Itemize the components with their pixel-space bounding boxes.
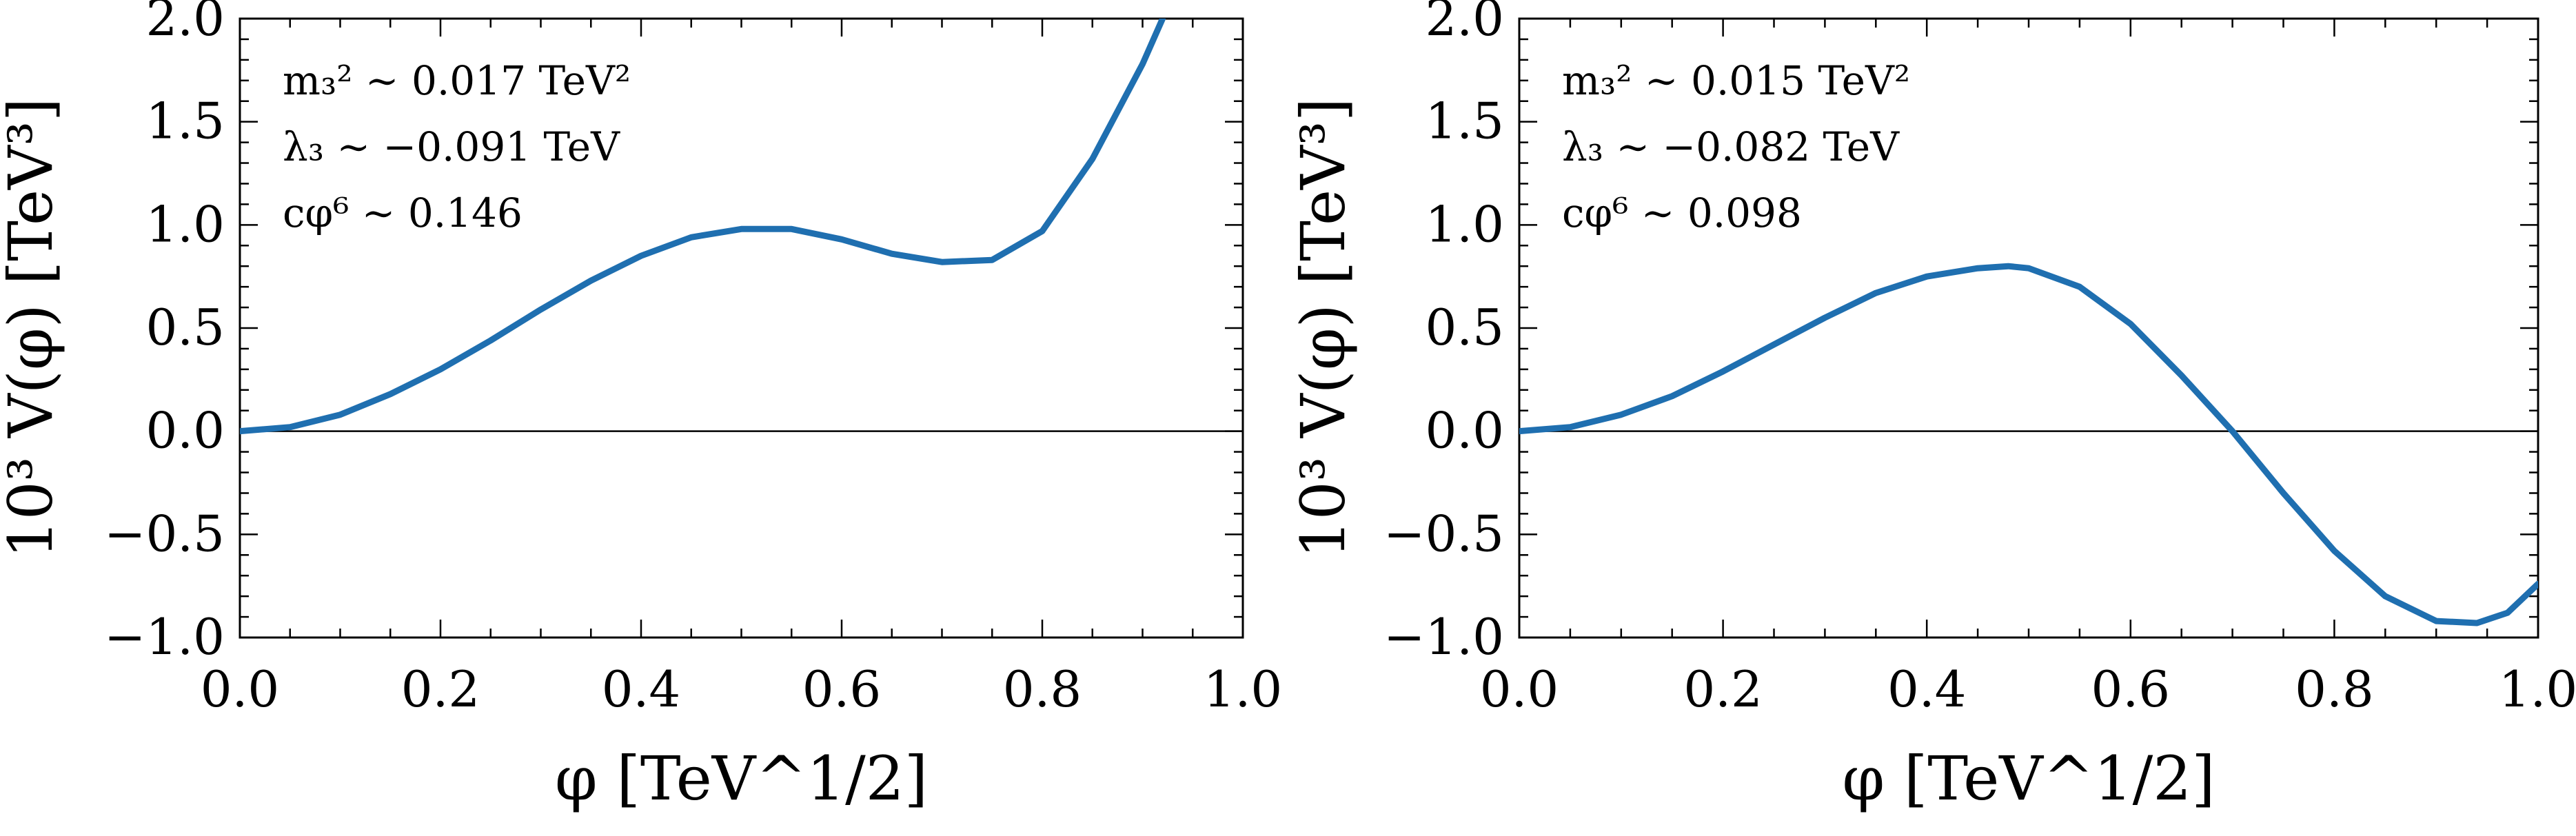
x-tick-label: 1.0 [2499, 660, 2576, 718]
x-tick-label: 0.2 [401, 660, 480, 718]
x-tick-label: 0.4 [1887, 660, 1967, 718]
y-tick-label: −0.5 [104, 504, 225, 562]
y-tick-label: 0.5 [145, 298, 225, 356]
y-tick-label: 1.5 [1425, 92, 1504, 150]
x-axis-title: φ [TeV^1/2] [1842, 743, 2215, 814]
y-tick-label: 1.0 [1425, 195, 1504, 253]
parameter-annotation: m₃² ∼ 0.017 TeV² [283, 57, 631, 104]
plot-frame [1518, 17, 2539, 639]
y-tick-label: −0.5 [1383, 504, 1504, 562]
parameter-annotation: cφ⁶ ∼ 0.098 [1562, 190, 1802, 236]
y-tick-label: −1.0 [104, 608, 225, 666]
x-tick-label: 0.6 [802, 660, 882, 718]
parameter-annotation: m₃² ∼ 0.015 TeV² [1562, 57, 1910, 104]
chart-panel-2: 0.0 0.2 0.4 0.6 0.8 1.0 −1.0 −0.5 0.0 0.5 1.0 1.5 2.… [1288, 0, 2576, 814]
parameter-annotation: cφ⁶ ∼ 0.146 [283, 190, 523, 236]
y-tick-label: 0.0 [1425, 402, 1504, 460]
y-tick-label: −1.0 [1383, 608, 1504, 666]
x-axis-title: φ [TeV^1/2] [555, 743, 928, 814]
x-tick-label: 0.4 [602, 660, 681, 718]
x-tick-label: 0.0 [1480, 660, 1559, 718]
y-axis-title: 10³ V(φ) [TeV³] [1288, 98, 1359, 558]
parameter-annotation: λ₃ ∼ −0.091 TeV [283, 123, 620, 170]
y-tick-label: 2.0 [145, 0, 225, 47]
y-axis-title: 10³ V(φ) [TeV³] [0, 98, 66, 558]
series-line-1 [240, 19, 1166, 435]
y-tick-label: 1.0 [145, 195, 225, 253]
y-tick-label: 0.5 [1425, 298, 1504, 356]
x-tick-label: 0.8 [2295, 660, 2374, 718]
plot-frame [239, 17, 1244, 639]
x-tick-label: 0.8 [1003, 660, 1082, 718]
y-tick-label: 2.0 [1425, 0, 1504, 47]
series-line-1 [1519, 263, 2538, 626]
x-tick-label: 0.6 [2091, 660, 2171, 718]
x-tick-label: 0.2 [1683, 660, 1763, 718]
chart-panel-1: 0.0 0.2 0.4 0.6 0.8 1.0 −1.0 −0.5 0.0 0.5 1.0 1.5 2.… [0, 0, 1282, 814]
y-tick-label: 0.0 [145, 402, 225, 460]
y-tick-label: 1.5 [145, 92, 225, 150]
x-tick-label: 1.0 [1204, 660, 1283, 718]
x-tick-label: 0.0 [201, 660, 280, 718]
parameter-annotation: λ₃ ∼ −0.082 TeV [1562, 123, 1900, 170]
